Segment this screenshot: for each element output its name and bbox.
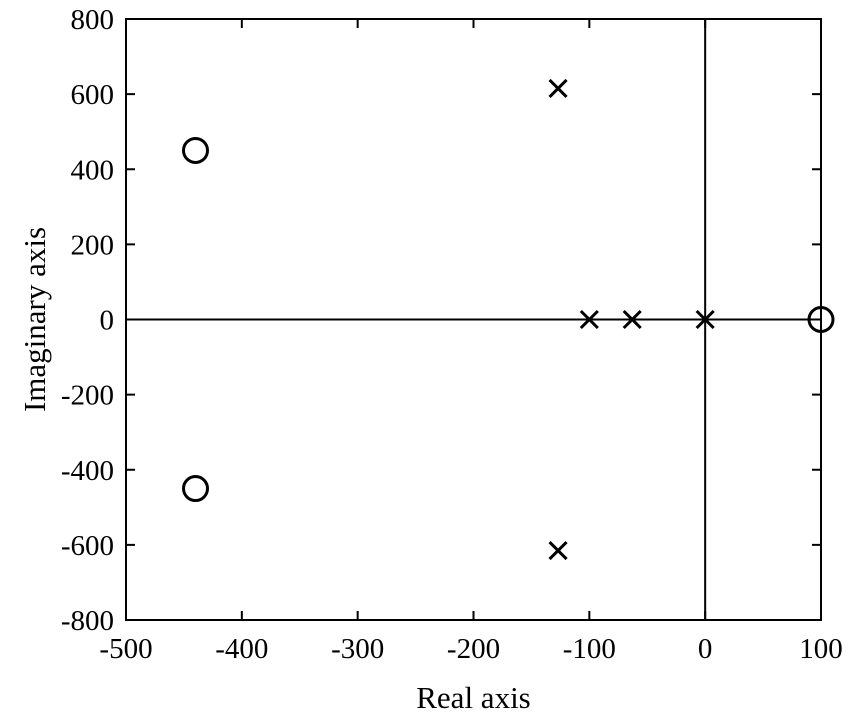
y-tick-label: 0 (100, 305, 115, 337)
x-tick-label: 0 (698, 633, 713, 665)
y-tick-label: -800 (61, 605, 114, 637)
pole-marker (548, 540, 568, 561)
pole-marker (548, 78, 568, 99)
y-tick-label: 200 (71, 229, 115, 261)
zero-marker (182, 475, 209, 503)
x-tick-label: -400 (215, 633, 268, 665)
zero-marker (182, 136, 209, 164)
pole-marker (579, 309, 599, 330)
pole-marker (622, 309, 642, 330)
x-tick-label: -300 (331, 633, 384, 665)
pole-marker (695, 309, 715, 330)
y-axis-label: Imaginary axis (17, 227, 52, 412)
x-tick-label: 100 (799, 633, 843, 665)
x-axis-label: Real axis (416, 680, 531, 715)
y-tick-label: -200 (61, 380, 114, 412)
y-tick-labels: 800 600 400 200 0 -200 -400 -600 -800 (61, 4, 114, 637)
y-tick-label: 400 (71, 154, 115, 186)
y-tick-label: -600 (61, 530, 114, 562)
x-tick-label: -500 (99, 633, 152, 665)
reference-lines (126, 19, 821, 620)
x-tick-label: -100 (563, 633, 616, 665)
y-tick-label: -400 (61, 455, 114, 487)
y-tick-label: 600 (71, 79, 115, 111)
y-tick-label: 800 (71, 4, 115, 36)
x-tick-labels: -500 -400 -300 -200 -100 0 100 (99, 633, 842, 665)
x-tick-label: -200 (447, 633, 500, 665)
plot-frame (125, 18, 822, 621)
